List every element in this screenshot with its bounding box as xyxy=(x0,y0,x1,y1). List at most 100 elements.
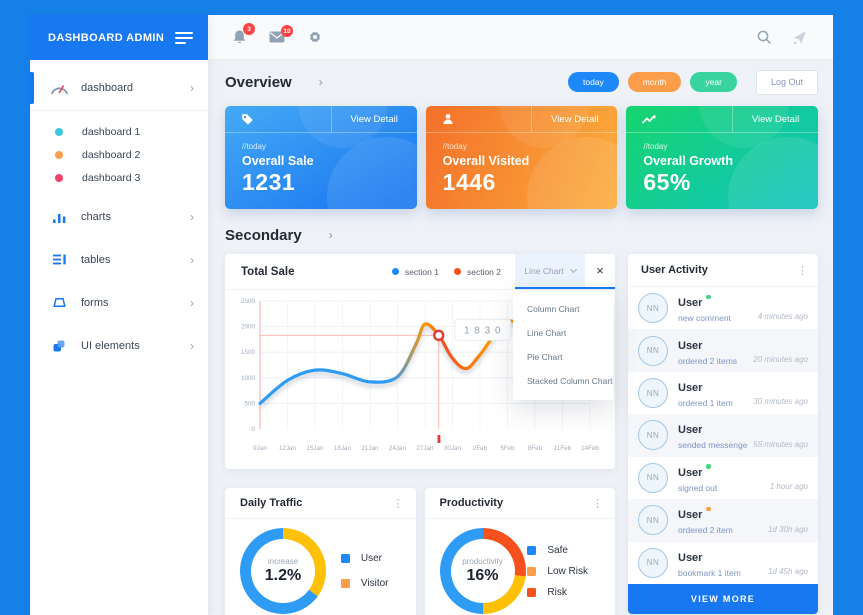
chevron-right-icon: › xyxy=(318,75,323,89)
sidebar-item-charts[interactable]: charts › xyxy=(30,195,208,238)
divider xyxy=(30,110,208,111)
person-icon xyxy=(426,106,532,132)
legend-swatch xyxy=(340,579,350,588)
user-action: sended messenge xyxy=(678,440,748,451)
card-title: Overall Sale xyxy=(242,154,314,168)
svg-text:2Feb: 2Feb xyxy=(473,445,488,452)
user-name: User xyxy=(678,294,711,309)
total-sale-title: Total Sale xyxy=(241,265,295,278)
sidebar-item-dashboard[interactable]: dashboard › xyxy=(30,69,208,107)
view-more-button[interactable]: VIEW MORE xyxy=(628,584,818,614)
chart-type-select[interactable]: Line Chart xyxy=(515,254,585,287)
orange-dot-icon xyxy=(55,150,63,159)
send-paper-plane-icon[interactable] xyxy=(792,30,807,45)
sidebar-item-dashboard-2[interactable]: dashboard 2 xyxy=(30,143,208,166)
kebab-menu-icon[interactable]: ⋮ xyxy=(592,497,603,510)
chevron-right-icon: › xyxy=(190,81,194,95)
menu-item-column-chart[interactable]: Column Chart xyxy=(527,304,580,314)
user-name: User xyxy=(678,339,703,352)
svg-text:30Jan: 30Jan xyxy=(444,445,462,452)
logout-button[interactable]: Log Out xyxy=(755,69,818,95)
user-action: ordered 2 items xyxy=(678,355,738,366)
chevron-right-icon: › xyxy=(190,209,194,224)
activity-list-item[interactable]: NN User ordered 2 items 20 minutes ago xyxy=(628,329,818,372)
sidebar-item-label: dashboard 1 xyxy=(82,125,141,138)
legend-dot-section2 xyxy=(453,268,461,275)
sidebar-item-tables[interactable]: tables › xyxy=(30,238,208,281)
card-value: 1446 xyxy=(442,169,496,195)
sidebar-item-dashboard-1[interactable]: dashboard 1 xyxy=(30,120,208,143)
filter-year-button[interactable]: year xyxy=(690,72,737,92)
svg-text:14Feb: 14Feb xyxy=(581,445,599,452)
filter-today-button[interactable]: today xyxy=(568,72,619,92)
chevron-right-icon: › xyxy=(190,252,194,267)
trend-up-icon xyxy=(626,106,732,132)
donut-center-value: 1.2% xyxy=(264,567,302,584)
view-detail-link[interactable]: View Detail xyxy=(531,106,617,132)
sidebar-item-label: forms xyxy=(81,296,109,309)
chevron-right-icon: › xyxy=(328,228,333,242)
card-value: 65% xyxy=(643,169,691,195)
legend-item-risk: Risk xyxy=(527,587,588,598)
productivity-donut-chart: productivity 16% xyxy=(439,528,526,614)
hamburger-menu-icon[interactable] xyxy=(175,31,193,44)
activity-list-item[interactable]: NN User ordered 1 item 30 minutes ago xyxy=(628,372,818,414)
user-name: User xyxy=(678,464,711,479)
activity-list-item[interactable]: NN User new comment 4 minutes ago xyxy=(628,287,818,329)
svg-text:0: 0 xyxy=(251,426,255,433)
avatar: NN xyxy=(638,462,668,493)
kebab-menu-icon[interactable]: ⋮ xyxy=(797,264,808,277)
sidebar-item-label: dashboard 3 xyxy=(82,171,141,184)
view-detail-link[interactable]: View Detail xyxy=(330,106,417,132)
user-activity-list: NN User new comment 4 minutes ago NN User orde… xyxy=(628,287,818,584)
activity-list-item[interactable]: NN User ordered 2 item 1d 30h ago xyxy=(628,499,818,542)
svg-text:2500: 2500 xyxy=(241,298,256,305)
svg-text:1500: 1500 xyxy=(241,349,256,356)
user-action: bookmark 1 item xyxy=(678,567,741,578)
avatar: NN xyxy=(638,293,668,324)
chevron-down-icon xyxy=(569,265,577,273)
activity-list-item[interactable]: NN User sended messenge 55 minutes ago xyxy=(628,414,818,457)
settings-gear-icon[interactable] xyxy=(307,29,323,45)
svg-text:11Feb: 11Feb xyxy=(554,445,572,452)
status-dot-icon xyxy=(706,506,711,512)
main-area: 3 10 Overv xyxy=(208,15,833,615)
sidebar-item-dashboard-3[interactable]: dashboard 3 xyxy=(30,166,208,189)
overall-sale-card: View Detail //today Overall Sale 1231 xyxy=(225,106,417,209)
menu-item-line-chart[interactable]: Line Chart xyxy=(527,328,567,338)
topbar: 3 10 xyxy=(208,15,833,60)
bar-chart-icon xyxy=(48,211,70,223)
avatar: NN xyxy=(638,547,668,578)
daily-traffic-donut-chart: increase 1.2% xyxy=(240,528,326,614)
user-name: User xyxy=(678,424,703,437)
menu-item-pie-chart[interactable]: Pie Chart xyxy=(527,352,563,362)
donut-center-value: 16% xyxy=(466,567,499,584)
menu-item-stacked-column-chart[interactable]: Stacked Column Chart xyxy=(527,376,613,386)
sidebar: DASHBOARD ADMIN dashboard › dashboard 1 … xyxy=(30,15,208,615)
legend-dot-section1 xyxy=(391,268,399,275)
activity-list-item[interactable]: NN User bookmark 1 item 1d 45h ago xyxy=(628,542,818,584)
chart-type-dropdown-menu: Column Chart Line Chart Pie Chart Stacked C… xyxy=(513,290,613,400)
close-icon[interactable]: × xyxy=(585,254,615,287)
activity-time: 30 minutes ago xyxy=(753,397,808,407)
sidebar-item-ui-elements[interactable]: UI elements › xyxy=(30,324,208,367)
card-tag: //today xyxy=(242,142,267,151)
sidebar-item-label: dashboard xyxy=(81,82,133,94)
content: Overview › today month year Log Out xyxy=(208,60,833,615)
overall-growth-card: View Detail //today Overall Growth 65% xyxy=(626,106,819,209)
svg-text:12Jan: 12Jan xyxy=(279,445,297,452)
search-icon[interactable] xyxy=(756,29,772,45)
user-name: User xyxy=(678,506,711,521)
notifications-bell-icon[interactable]: 3 xyxy=(232,23,255,45)
kebab-menu-icon[interactable]: ⋮ xyxy=(392,497,404,510)
filter-month-button[interactable]: month xyxy=(627,72,682,92)
daily-traffic-legend: User Visitor xyxy=(340,553,389,589)
activity-time: 20 minutes ago xyxy=(753,354,808,364)
messages-envelope-icon[interactable]: 10 xyxy=(269,25,293,43)
view-detail-link[interactable]: View Detail xyxy=(732,106,818,132)
sidebar-item-forms[interactable]: forms › xyxy=(30,281,208,324)
svg-text:15Jan: 15Jan xyxy=(306,445,324,452)
activity-list-item[interactable]: NN User signed out 1 hour ago xyxy=(628,457,818,499)
legend-swatch xyxy=(527,587,537,597)
svg-text:1 8 3 0: 1 8 3 0 xyxy=(464,325,502,336)
